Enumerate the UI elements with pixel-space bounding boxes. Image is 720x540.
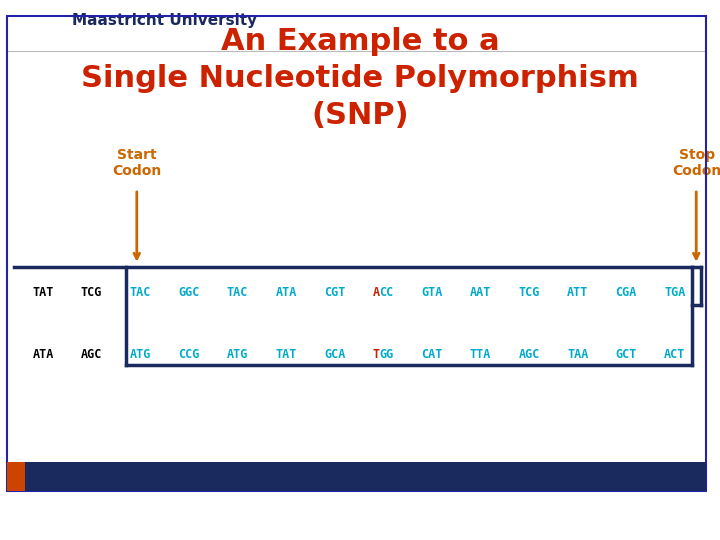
Text: TAC: TAC	[130, 286, 151, 299]
Text: ATG: ATG	[227, 348, 248, 361]
Text: CCG: CCG	[179, 348, 199, 361]
Text: TTA: TTA	[469, 348, 491, 361]
Text: ATA: ATA	[275, 286, 297, 299]
Text: GCT: GCT	[616, 348, 637, 361]
Text: Start
Codon: Start Codon	[112, 148, 161, 178]
Text: GGC: GGC	[179, 286, 199, 299]
Text: An Example to a
Single Nucleotide Polymorphism
(SNP): An Example to a Single Nucleotide Polymo…	[81, 27, 639, 130]
Text: Stop
Codon: Stop Codon	[672, 148, 720, 178]
Text: ATT: ATT	[567, 286, 588, 299]
Text: A: A	[373, 286, 379, 299]
Text: GTA: GTA	[421, 286, 443, 299]
Text: ATA: ATA	[32, 348, 54, 361]
Text: CGT: CGT	[324, 286, 346, 299]
Text: GCA: GCA	[324, 348, 346, 361]
Text: TAC: TAC	[227, 286, 248, 299]
Text: TAA: TAA	[567, 348, 588, 361]
Text: ATG: ATG	[130, 348, 151, 361]
Text: CAT: CAT	[421, 348, 443, 361]
Text: TCG: TCG	[518, 286, 540, 299]
Text: CC: CC	[379, 286, 393, 299]
Text: TGA: TGA	[665, 286, 685, 299]
Text: AGC: AGC	[518, 348, 540, 361]
Text: TCG: TCG	[81, 286, 102, 299]
Text: GG: GG	[379, 348, 393, 361]
Text: TAT: TAT	[32, 286, 54, 299]
Text: AGC: AGC	[81, 348, 102, 361]
Text: Maastricht University: Maastricht University	[72, 14, 257, 29]
Text: T: T	[373, 348, 379, 361]
Text: AAT: AAT	[469, 286, 491, 299]
Text: ACT: ACT	[665, 348, 685, 361]
Text: TAT: TAT	[275, 348, 297, 361]
Text: CGA: CGA	[616, 286, 637, 299]
